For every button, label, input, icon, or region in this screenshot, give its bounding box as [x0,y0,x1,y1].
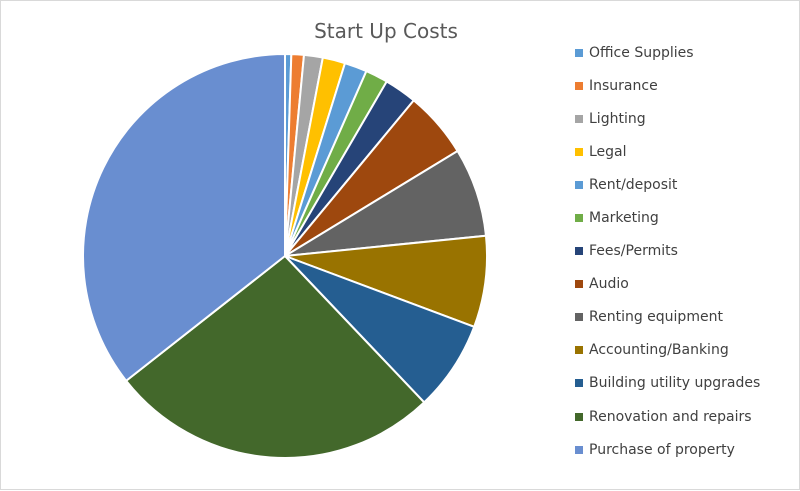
legend-label: Office Supplies [589,44,694,61]
legend-label: Purchase of property [589,441,735,458]
legend-item: Rent/deposit [575,168,795,201]
legend-item: Fees/Permits [575,235,795,268]
legend-swatch [575,280,583,289]
legend-swatch [575,214,583,223]
legend-swatch [575,313,583,322]
legend-swatch [575,346,583,355]
legend-swatch [575,247,583,256]
legend-label: Renovation and repairs [589,408,752,425]
legend-item: Accounting/Banking [575,334,795,367]
legend-swatch [575,412,583,421]
legend-label: Lighting [589,110,646,127]
legend-item: Office Supplies [575,36,795,69]
legend-label: Fees/Permits [589,243,678,260]
legend-swatch [575,81,583,90]
legend-label: Legal [589,143,627,160]
legend-item: Insurance [575,69,795,102]
legend-swatch [575,48,583,57]
legend-label: Marketing [589,210,659,227]
legend-label: Accounting/Banking [589,342,729,359]
legend-swatch [575,147,583,156]
legend-item: Renovation and repairs [575,400,795,433]
legend-item: Renting equipment [575,301,795,334]
legend-item: Legal [575,135,795,168]
legend-item: Lighting [575,102,795,135]
legend-label: Audio [589,276,629,293]
legend-item: Marketing [575,201,795,234]
legend-item: Purchase of property [575,433,795,466]
legend-swatch [575,180,583,189]
legend-item: Audio [575,268,795,301]
legend-swatch [575,379,583,388]
legend-label: Insurance [589,77,658,94]
legend: Office Supplies Insurance Lighting Legal Ren… [575,36,795,466]
pie-slice-renovation-and-repairs [124,254,426,459]
legend-swatch [575,114,583,123]
chart-title: Start Up Costs [314,19,458,43]
pie-slices [82,52,488,459]
legend-label: Renting equipment [589,309,723,326]
legend-label: Building utility upgrades [589,375,761,392]
legend-swatch [575,445,583,454]
legend-label: Rent/deposit [589,176,678,193]
pie-slice-purchase-of-property [82,52,286,383]
legend-item: Building utility upgrades [575,367,795,400]
